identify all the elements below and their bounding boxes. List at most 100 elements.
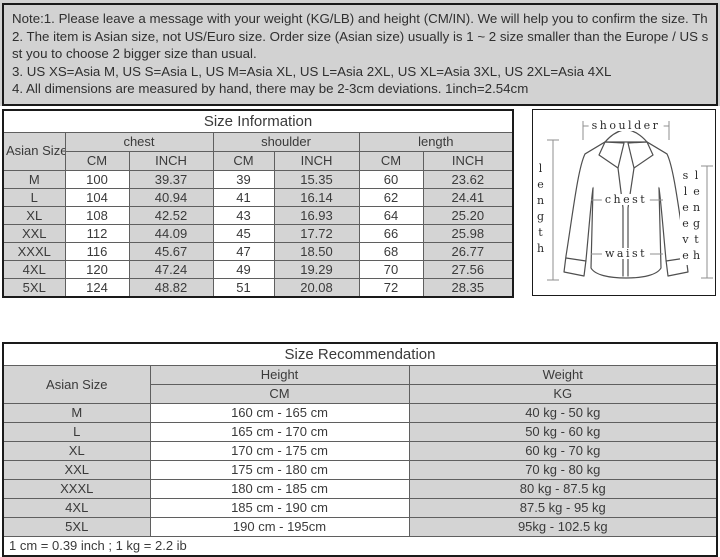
size-recommendation-row: XXXL 180 cm - 185 cm 80 kg - 87.5 kg [2, 478, 718, 499]
height-range-cell: 185 cm - 190 cm [149, 497, 410, 518]
size-info-row: XXXL 116 45.67 47 18.50 68 26.77 [2, 241, 514, 261]
length-inch-cell: 24.41 [422, 187, 514, 207]
note-line-4: 3. US XS=Asia M, US S=Asia L, US M=Asia … [12, 63, 612, 79]
weight-kg-header: KG [408, 383, 718, 404]
chest-group-header: chest [64, 131, 214, 152]
height-cm-header: CM [149, 383, 410, 404]
shoulder-inch-cell: 19.29 [273, 259, 360, 279]
chest-inch-cell: 39.37 [128, 169, 214, 189]
chest-cm-cell: 116 [64, 241, 130, 261]
length-cm-cell: 62 [358, 187, 424, 207]
size-cell: XXXL [2, 478, 151, 499]
size-info-row: 5XL 124 48.82 51 20.08 72 28.35 [2, 277, 514, 297]
size-cell: XXL [2, 223, 66, 243]
size-cell: 5XL [2, 516, 151, 537]
size-cell: L [2, 187, 66, 207]
chest-inch-cell: 40.94 [128, 187, 214, 207]
size-cell: M [2, 169, 66, 189]
note-line-3: st you to choose 2 bigger size than usua… [12, 46, 257, 61]
shoulder-inch-cell: 20.08 [273, 277, 360, 297]
weight-range-cell: 95kg - 102.5 kg [408, 516, 718, 537]
size-information-table: Size Information Asian Size chest should… [2, 108, 515, 298]
chest-inch-cell: 45.67 [128, 241, 214, 261]
note-line-5: 4. All dimensions are measured by hand, … [12, 81, 529, 96]
size-recommendation-title: Size Recommendation [2, 342, 718, 366]
size-info-unit-header-row: CM INCH CM INCH CM INCH [3, 150, 514, 171]
shoulder-group-header: shoulder [212, 131, 360, 152]
length-inch-cell: 25.98 [422, 223, 514, 243]
chest-cm-header: CM [64, 150, 130, 171]
note-line-2: 2. The item is Asian size, not US/Euro s… [12, 28, 708, 44]
shoulder-label: shoulder [588, 119, 664, 131]
weight-range-cell: 60 kg - 70 kg [408, 440, 718, 461]
size-recommendation-row: L 165 cm - 170 cm 50 kg - 60 kg [2, 421, 718, 442]
shirt-left-sleeve [563, 140, 606, 277]
shirt-placket [617, 166, 635, 277]
height-range-cell: 190 cm - 195cm [149, 516, 410, 537]
chest-cm-cell: 104 [64, 187, 130, 207]
size-info-row: XL 108 42.52 43 16.93 64 25.20 [2, 205, 514, 225]
size-recommendation-row: 4XL 185 cm - 190 cm 87.5 kg - 95 kg [2, 497, 718, 518]
size-info-title-row: Size Information [2, 109, 514, 133]
shoulder-inch-cell: 16.93 [273, 205, 360, 225]
length-cm-cell: 60 [358, 169, 424, 189]
size-cell: XL [2, 440, 151, 461]
asian-size-rec-header: Asian Size [2, 364, 151, 404]
sleeve-length-label: sleeve length [679, 168, 703, 265]
shoulder-cm-header: CM [212, 150, 275, 171]
shoulder-cm-cell: 51 [212, 277, 275, 297]
size-cell: XXL [2, 459, 151, 480]
waist-label: waist [601, 247, 651, 259]
length-cm-cell: 72 [358, 277, 424, 297]
shoulder-cm-cell: 43 [212, 205, 275, 225]
weight-range-cell: 50 kg - 60 kg [408, 421, 718, 442]
shoulder-inch-cell: 18.50 [273, 241, 360, 261]
weight-range-cell: 80 kg - 87.5 kg [408, 478, 718, 499]
size-recommendation-table: Size Recommendation Asian Size Height We… [2, 341, 719, 557]
chest-inch-cell: 44.09 [128, 223, 214, 243]
length-cm-cell: 66 [358, 223, 424, 243]
length-cm-cell: 68 [358, 241, 424, 261]
chest-inch-cell: 42.52 [128, 205, 214, 225]
note-box: Note:1. Please leave a message with your… [2, 3, 718, 106]
size-recommendation-row: XL 170 cm - 175 cm 60 kg - 70 kg [2, 440, 718, 461]
height-header: Height [149, 364, 410, 385]
section-gap [0, 297, 720, 342]
height-range-cell: 160 cm - 165 cm [149, 402, 410, 423]
length-group-header: length [358, 131, 514, 152]
note-line-1: Note:1. Please leave a message with your… [12, 11, 708, 26]
size-info-row: L 104 40.94 41 16.14 62 24.41 [2, 187, 514, 207]
chest-label: chest [601, 193, 651, 205]
size-recommendation-title-row: Size Recommendation [2, 342, 718, 366]
conversion-footnote-row: 1 cm = 0.39 inch ; 1 kg = 2.2 ib [2, 535, 718, 556]
shoulder-inch-cell: 16.14 [273, 187, 360, 207]
size-information-section: Size Information Asian Size chest should… [2, 108, 716, 298]
size-info-row: 4XL 120 47.24 49 19.29 70 27.56 [2, 259, 514, 279]
shoulder-cm-cell: 49 [212, 259, 275, 279]
note-section: Note:1. Please leave a message with your… [0, 0, 720, 106]
size-cell: XL [2, 205, 66, 225]
length-cm-header: CM [358, 150, 424, 171]
height-range-cell: 180 cm - 185 cm [149, 478, 410, 499]
size-recommendation-header-row: Asian Size Height Weight [2, 364, 718, 404]
length-measure-line [547, 139, 559, 280]
weight-header: Weight [408, 364, 718, 385]
length-inch-cell: 26.77 [422, 241, 514, 261]
asian-size-header: Asian Size [2, 131, 66, 171]
height-range-cell: 175 cm - 180 cm [149, 459, 410, 480]
size-recommendation-row: M 160 cm - 165 cm 40 kg - 50 kg [2, 402, 718, 423]
size-info-row: XXL 112 44.09 45 17.72 66 25.98 [2, 223, 514, 243]
shoulder-inch-cell: 15.35 [273, 169, 360, 189]
conversion-footnote: 1 cm = 0.39 inch ; 1 kg = 2.2 ib [2, 535, 718, 556]
size-recommendation-row: 5XL 190 cm - 195cm 95kg - 102.5 kg [2, 516, 718, 537]
shoulder-cm-cell: 39 [212, 169, 275, 189]
chest-cm-cell: 112 [64, 223, 130, 243]
size-cell: 5XL [2, 277, 66, 297]
sleeve-measure-line [701, 165, 713, 278]
length-inch-cell: 27.56 [422, 259, 514, 279]
shoulder-inch-header: INCH [273, 150, 360, 171]
sleeve-label-word2: length [690, 168, 703, 265]
chest-inch-cell: 48.82 [128, 277, 214, 297]
shoulder-cm-cell: 47 [212, 241, 275, 261]
size-info-row: M 100 39.37 39 15.35 60 23.62 [2, 169, 514, 189]
